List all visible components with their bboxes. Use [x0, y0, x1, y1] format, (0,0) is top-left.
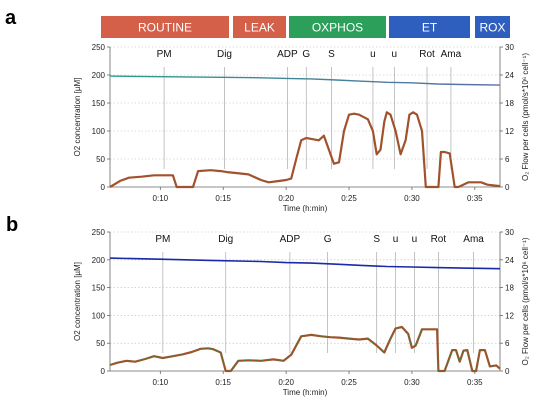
y-tick-label-right: 30: [505, 43, 514, 52]
flow-series-line: [109, 325, 501, 373]
phase-box-leak: [233, 16, 286, 38]
x-tick-label: 0:10: [153, 194, 169, 203]
y-tick-label-right: 0: [505, 367, 510, 376]
marker-label-ama: Ama: [463, 234, 484, 245]
phase-box-oxphos: [289, 16, 386, 38]
marker-label-u: u: [392, 49, 398, 60]
y-tick-label-left: 200: [92, 71, 106, 80]
marker-label-pm: PM: [157, 49, 172, 60]
y-tick-label-right: 12: [505, 127, 514, 136]
marker-label-dig: Dig: [218, 234, 233, 245]
x-tick-label: 0:30: [404, 194, 420, 203]
phase-label-rox: ROX: [479, 21, 505, 35]
panel-letter-a: a: [5, 7, 17, 29]
y-tick-label-left: 0: [101, 367, 106, 376]
x-tick-label: 0:15: [215, 378, 231, 387]
phase-bar: ROUTINE LEAK OXPHOS ET ROX: [101, 16, 510, 38]
marker-label-pm: PM: [155, 234, 170, 245]
x-tick-label: 0:35: [467, 194, 483, 203]
x-axis-label: Time (h:min): [283, 204, 328, 213]
marker-label-g: G: [302, 49, 310, 60]
y-axis-label-right: O₂ Flow per cells (pmol/s*10⁶ cell⁻¹): [521, 237, 530, 365]
marker-label-s: S: [328, 49, 335, 60]
panel-b-chart: 0 50 100 150 200 250 0 6 12 18 24 30 0:10 0:15 0:20 0:2…: [73, 228, 530, 397]
y-tick-label-left: 100: [92, 311, 106, 320]
x-tick-label: 0:25: [341, 194, 357, 203]
phase-label-leak: LEAK: [244, 21, 275, 35]
phase-label-routine: ROUTINE: [138, 21, 192, 35]
y-tick-label-left: 150: [92, 284, 106, 293]
y-tick-label-left: 50: [96, 155, 105, 164]
phase-box-et: [389, 16, 470, 38]
y-axis-label-right: O₂ Flow per cells (pmol/s*10⁶ cell⁻¹): [521, 53, 530, 181]
y-tick-label-right: 0: [505, 183, 510, 192]
x-tick-label: 0:15: [215, 194, 231, 203]
marker-label-s: S: [373, 234, 380, 245]
y-tick-label-left: 250: [92, 228, 106, 237]
marker-label-ama: Ama: [441, 49, 462, 60]
phase-box-routine: [101, 16, 229, 38]
marker-label-u: u: [393, 234, 399, 245]
x-tick-label: 0:20: [278, 194, 294, 203]
panel-letter-b: b: [6, 214, 18, 236]
flow-series-overlay: [109, 326, 501, 372]
phase-label-et: ET: [422, 21, 438, 35]
marker-label-g: G: [324, 234, 332, 245]
concentration-series-line: [109, 257, 501, 270]
y-tick-label-right: 18: [505, 284, 514, 293]
y-tick-label-right: 24: [505, 71, 514, 80]
y-tick-label-left: 50: [96, 339, 105, 348]
x-tick-label: 0:30: [404, 378, 420, 387]
y-tick-label-left: 150: [92, 99, 106, 108]
marker-label-rot: Rot: [419, 49, 435, 60]
flow-series-line: [109, 111, 501, 189]
marker-label-dig: Dig: [217, 49, 232, 60]
phase-box-rox: [475, 16, 510, 38]
y-tick-label-left: 0: [101, 183, 106, 192]
y-tick-label-right: 12: [505, 311, 514, 320]
marker-label-adp: ADP: [280, 234, 301, 245]
y-tick-label-left: 100: [92, 127, 106, 136]
y-tick-label-left: 200: [92, 256, 106, 265]
y-tick-label-right: 6: [505, 339, 510, 348]
marker-label-rot: Rot: [431, 234, 447, 245]
y-tick-label-right: 18: [505, 99, 514, 108]
x-tick-label: 0:25: [341, 378, 357, 387]
marker-label-u: u: [370, 49, 376, 60]
phase-label-oxphos: OXPHOS: [312, 21, 363, 35]
marker-label-adp: ADP: [277, 49, 298, 60]
concentration-series-line: [109, 75, 501, 86]
panel-a-chart: 0 50 100 150 200 250 0 6 12 18 24 30 0:10 0:15 0:20 0:2…: [73, 43, 530, 213]
x-tick-label: 0:20: [278, 378, 294, 387]
x-tick-label: 0:10: [153, 378, 169, 387]
y-axis-label-left: O2 concentration [µM]: [73, 262, 82, 341]
y-tick-label-right: 6: [505, 155, 510, 164]
y-tick-label-right: 24: [505, 256, 514, 265]
y-tick-label-left: 250: [92, 43, 106, 52]
x-axis-label: Time (h:min): [283, 388, 328, 397]
y-axis-label-left: O2 concentration [µM]: [73, 78, 82, 157]
y-tick-label-right: 30: [505, 228, 514, 237]
x-tick-label: 0:35: [467, 378, 483, 387]
marker-label-u: u: [412, 234, 418, 245]
